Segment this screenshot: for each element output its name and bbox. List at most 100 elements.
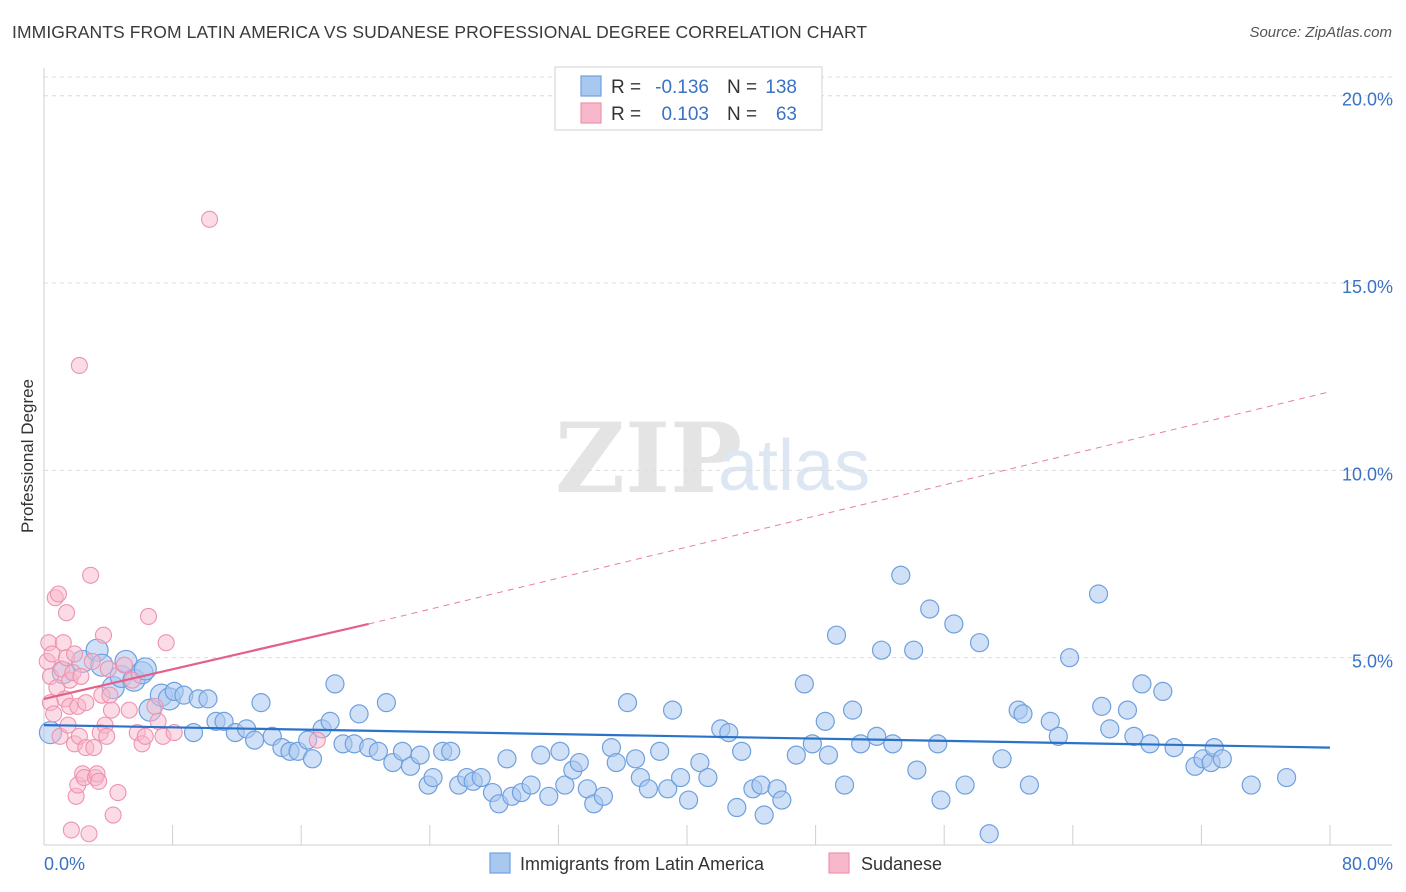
point-latin-america-18 xyxy=(198,689,218,709)
point-latin-america-63 xyxy=(569,752,589,773)
legend-n-value-2: 63 xyxy=(776,104,797,125)
point-latin-america-69 xyxy=(617,693,638,713)
point-latin-america-74 xyxy=(658,779,678,799)
legend-r-value-2: 0.103 xyxy=(661,104,709,125)
tick-labels: 5.0% 10.0% 15.0% 20.0% 0.0% 80.0% xyxy=(44,90,1393,874)
point-latin-america-57 xyxy=(521,775,541,795)
point-latin-america-72 xyxy=(638,779,659,799)
legend-n-label-1: N = xyxy=(727,77,757,98)
point-latin-america-36 xyxy=(349,704,369,724)
y-tick-label-5: 5.0% xyxy=(1352,652,1393,672)
point-sudanese-59 xyxy=(157,634,175,652)
point-sudanese-25 xyxy=(70,356,88,375)
point-latin-america-16 xyxy=(183,723,204,743)
point-latin-america-132 xyxy=(1241,775,1261,795)
point-latin-america-102 xyxy=(904,640,924,660)
point-sudanese-8 xyxy=(49,585,68,603)
point-latin-america-75 xyxy=(662,700,683,720)
point-latin-america-98 xyxy=(867,726,887,746)
point-sudanese-48 xyxy=(109,784,127,802)
point-latin-america-95 xyxy=(834,775,855,795)
point-latin-america-68 xyxy=(606,752,626,773)
point-latin-america-113 xyxy=(1013,704,1033,724)
point-latin-america-73 xyxy=(650,741,670,761)
legend-n-label-2: N = xyxy=(727,104,757,125)
point-latin-america-118 xyxy=(1088,584,1109,604)
point-latin-america-131 xyxy=(1212,749,1232,769)
series-legend-label-pink: Sudanese xyxy=(861,854,942,874)
point-latin-america-82 xyxy=(727,797,747,818)
trend-line-sudanese-solid xyxy=(43,622,369,700)
point-latin-america-97 xyxy=(851,734,871,754)
point-latin-america-32 xyxy=(320,711,340,731)
point-latin-america-116 xyxy=(1048,726,1068,746)
legend-r-label-1: R = xyxy=(611,77,641,98)
point-sudanese-32 xyxy=(80,825,98,843)
point-latin-america-110 xyxy=(979,824,999,844)
point-latin-america-90 xyxy=(794,674,814,694)
point-latin-america-114 xyxy=(1019,775,1039,795)
axes xyxy=(43,68,1392,846)
watermark-zip: ZIP xyxy=(555,402,742,515)
watermark-atlas: atlas xyxy=(718,426,870,506)
point-latin-america-117 xyxy=(1059,648,1080,668)
point-latin-america-119 xyxy=(1092,696,1112,716)
point-sudanese-50 xyxy=(120,701,138,719)
point-latin-america-45 xyxy=(423,767,443,788)
point-latin-america-125 xyxy=(1153,681,1173,702)
point-sudanese-41 xyxy=(94,626,113,644)
point-sudanese-45 xyxy=(101,686,119,704)
legend-swatch-pink xyxy=(580,102,602,124)
stats-legend: R = -0.136 N = 138 R = 0.103 N = 63 xyxy=(554,66,823,131)
point-latin-america-122 xyxy=(1124,726,1144,746)
point-latin-america-121 xyxy=(1117,700,1138,720)
point-latin-america-30 xyxy=(302,749,323,769)
point-latin-america-33 xyxy=(325,674,345,694)
point-sudanese-21 xyxy=(65,645,84,663)
point-sudanese-46 xyxy=(102,701,121,719)
series-legend-swatch-blue xyxy=(489,852,511,874)
point-latin-america-39 xyxy=(376,693,396,713)
point-latin-america-60 xyxy=(550,741,570,761)
point-latin-america-105 xyxy=(928,734,948,754)
point-latin-america-59 xyxy=(539,786,559,806)
y-axis-label: Professional Degree xyxy=(18,379,37,533)
point-latin-america-85 xyxy=(751,775,771,795)
point-sudanese-56 xyxy=(146,697,164,715)
point-latin-america-88 xyxy=(772,790,792,810)
point-latin-america-106 xyxy=(931,790,951,810)
point-latin-america-103 xyxy=(907,760,927,780)
point-latin-america-58 xyxy=(531,745,551,765)
point-latin-america-111 xyxy=(992,749,1012,769)
grid-lines xyxy=(44,76,1392,659)
point-latin-america-77 xyxy=(679,790,699,810)
point-latin-america-51 xyxy=(471,767,491,788)
point-sudanese-61 xyxy=(201,210,219,228)
point-latin-america-76 xyxy=(670,767,691,788)
point-latin-america-94 xyxy=(826,625,847,645)
series-latin-america-points xyxy=(38,565,1297,844)
series-legend: Immigrants from Latin America Sudanese xyxy=(489,852,942,874)
point-latin-america-101 xyxy=(891,565,911,585)
series-legend-label-blue: Immigrants from Latin America xyxy=(520,854,765,874)
point-latin-america-43 xyxy=(410,745,430,765)
point-latin-america-96 xyxy=(842,700,863,720)
trend-line-latin-america xyxy=(43,724,1331,749)
y-tick-label-15: 15.0% xyxy=(1342,277,1393,297)
point-latin-america-24 xyxy=(251,693,271,713)
point-latin-america-100 xyxy=(883,734,903,754)
point-latin-america-70 xyxy=(625,749,646,769)
point-latin-america-133 xyxy=(1276,767,1297,788)
point-sudanese-27 xyxy=(72,667,90,685)
point-sudanese-34 xyxy=(83,652,101,670)
point-latin-america-86 xyxy=(754,805,774,825)
point-sudanese-13 xyxy=(57,604,76,622)
point-sudanese-47 xyxy=(104,806,122,824)
point-sudanese-38 xyxy=(90,772,108,790)
point-sudanese-55 xyxy=(139,607,158,626)
series-legend-swatch-pink xyxy=(828,852,850,874)
point-sudanese-49 xyxy=(115,656,133,674)
chart-title: IMMIGRANTS FROM LATIN AMERICA VS SUDANES… xyxy=(12,22,868,42)
point-latin-america-123 xyxy=(1132,674,1152,694)
